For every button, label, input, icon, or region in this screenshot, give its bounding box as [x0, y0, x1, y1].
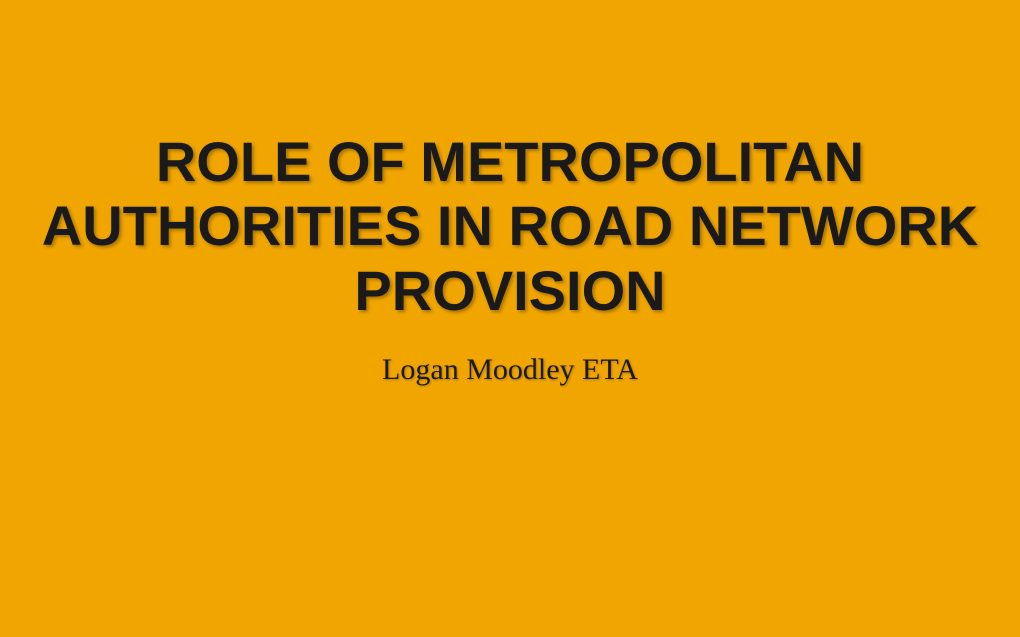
slide-title: ROLE OF METROPOLITAN AUTHORITIES IN ROAD… [0, 130, 1020, 323]
slide-subtitle: Logan Moodley ETA [382, 353, 638, 387]
slide: ROLE OF METROPOLITAN AUTHORITIES IN ROAD… [0, 0, 1020, 637]
